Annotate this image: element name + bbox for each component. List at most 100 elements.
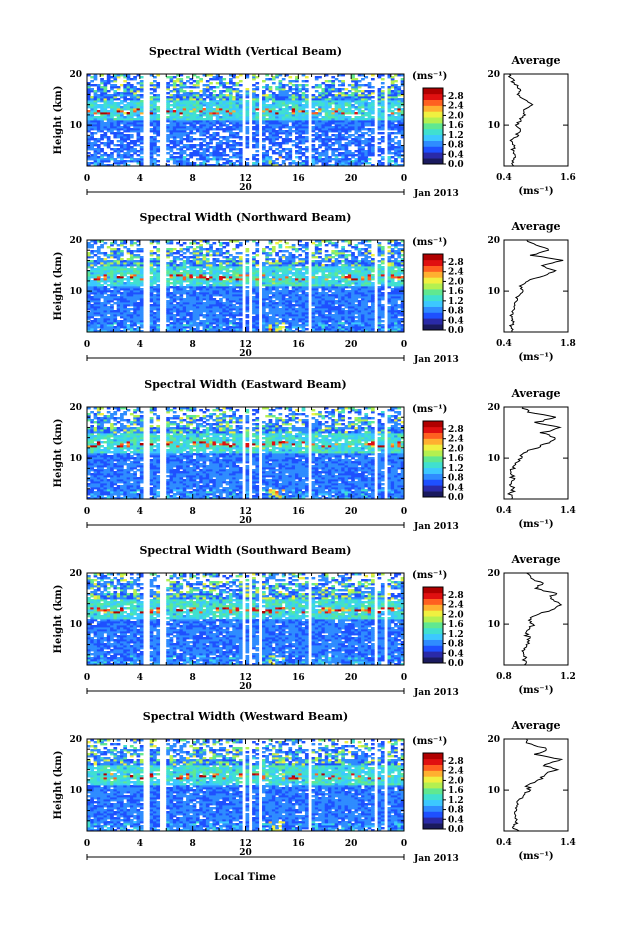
heatmap-cell bbox=[116, 150, 121, 153]
heatmap-cell bbox=[195, 250, 200, 253]
heatmap-cell bbox=[192, 144, 197, 147]
heatmap-cell bbox=[153, 88, 157, 91]
heatmap-cell bbox=[166, 124, 170, 127]
heatmap-cell bbox=[96, 120, 101, 123]
heatmap-cell bbox=[153, 94, 157, 97]
heatmap-cell bbox=[232, 152, 236, 155]
heatmap-cell bbox=[351, 138, 355, 141]
heatmap-cell bbox=[116, 130, 121, 133]
heatmap-cell bbox=[285, 152, 289, 155]
heatmap-cell bbox=[93, 154, 98, 157]
heatmap-cell bbox=[149, 74, 154, 77]
heatmap-cell bbox=[219, 276, 223, 279]
heatmap-cell bbox=[222, 152, 227, 155]
month-label: Jan 2013 bbox=[413, 189, 459, 199]
heatmap-cell bbox=[129, 114, 134, 117]
heatmap-cell bbox=[153, 268, 157, 271]
heatmap-cell bbox=[186, 96, 190, 99]
heatmap-cell bbox=[370, 116, 375, 119]
heatmap-cell bbox=[153, 100, 157, 103]
heatmap-cell bbox=[100, 108, 104, 111]
heatmap-cell bbox=[149, 120, 154, 123]
heatmap-cell bbox=[364, 94, 369, 97]
heatmap-cell bbox=[110, 132, 114, 135]
heatmap-cell bbox=[209, 96, 213, 99]
heatmap-cell bbox=[103, 90, 108, 93]
heatmap-cell bbox=[139, 158, 144, 161]
heatmap-cell bbox=[113, 102, 118, 105]
heatmap-cell bbox=[295, 136, 299, 139]
heatmap-cell bbox=[103, 118, 108, 121]
heatmap-cell bbox=[199, 80, 203, 83]
heatmap-cell bbox=[120, 132, 124, 135]
heatmap-cell bbox=[90, 106, 94, 109]
heatmap-cell bbox=[265, 302, 270, 305]
heatmap-cell bbox=[123, 156, 128, 159]
heatmap-cell bbox=[176, 84, 180, 87]
heatmap-cell bbox=[268, 94, 273, 97]
heatmap-cell bbox=[225, 104, 230, 107]
heatmap-cell bbox=[215, 126, 220, 129]
heatmap-cell bbox=[199, 108, 203, 111]
heatmap-cell bbox=[139, 104, 144, 107]
heatmap-cell bbox=[133, 90, 137, 93]
heatmap-cell bbox=[225, 242, 230, 245]
heatmap-cell bbox=[291, 140, 296, 143]
heatmap-cell bbox=[202, 156, 207, 159]
heatmap-cell bbox=[110, 88, 114, 91]
heatmap-cell bbox=[182, 260, 187, 263]
heatmap-cell bbox=[172, 136, 177, 139]
heatmap-cell bbox=[225, 108, 230, 111]
heatmap-cell bbox=[179, 164, 184, 167]
heatmap-cell bbox=[100, 100, 104, 103]
heatmap-cell bbox=[212, 94, 217, 97]
heatmap-cell bbox=[126, 152, 131, 155]
heatmap-cell bbox=[304, 76, 309, 79]
heatmap-cell bbox=[347, 134, 352, 137]
heatmap-cell bbox=[149, 140, 154, 143]
heatmap-cell bbox=[209, 124, 213, 127]
heatmap-cell bbox=[192, 122, 197, 125]
heatmap-cell bbox=[133, 260, 137, 263]
heatmap-cell bbox=[113, 94, 118, 97]
heatmap-cell bbox=[209, 262, 213, 265]
heatmap-cell bbox=[106, 110, 111, 113]
heatmap-cell bbox=[209, 86, 213, 89]
heatmap-cell bbox=[123, 98, 128, 101]
heatmap-cell bbox=[103, 116, 108, 119]
heatmap-cell bbox=[149, 144, 154, 147]
heatmap-cell bbox=[275, 152, 279, 155]
heatmap-cell bbox=[235, 132, 240, 135]
heatmap-cell bbox=[232, 164, 236, 167]
heatmap-cell bbox=[100, 120, 104, 123]
heatmap-cell bbox=[106, 140, 111, 143]
heatmap-cell bbox=[189, 104, 194, 107]
heatmap-cell bbox=[288, 148, 293, 151]
heatmap-cell bbox=[189, 156, 194, 159]
heatmap-cell bbox=[219, 164, 223, 167]
heatmap-cell bbox=[129, 84, 134, 87]
heatmap-cell bbox=[139, 96, 144, 99]
heatmap-cell bbox=[96, 156, 101, 159]
heatmap-cell bbox=[153, 294, 157, 297]
heatmap-cell bbox=[179, 138, 184, 141]
heatmap-cell bbox=[255, 112, 260, 115]
heatmap-cell bbox=[149, 84, 154, 87]
heatmap-cell bbox=[169, 94, 174, 97]
heatmap-cell bbox=[103, 252, 108, 255]
heatmap-cell bbox=[199, 116, 203, 119]
heatmap-cell bbox=[235, 260, 240, 263]
heatmap-cell bbox=[90, 114, 94, 117]
heatmap-cell bbox=[153, 96, 157, 99]
heatmap-cell bbox=[195, 110, 200, 113]
heatmap-cell bbox=[139, 288, 144, 291]
heatmap-cell bbox=[133, 104, 137, 107]
heatmap-cell bbox=[354, 154, 359, 157]
heatmap-cell bbox=[228, 120, 233, 123]
heatmap-cell bbox=[212, 154, 217, 157]
heatmap-cell bbox=[103, 134, 108, 137]
panel-1: Spectral Width (Vertical Beam)1020Height… bbox=[53, 45, 576, 199]
heatmap-cell bbox=[136, 138, 141, 141]
heatmap-cell bbox=[291, 144, 296, 147]
heatmap-cell bbox=[304, 110, 309, 113]
